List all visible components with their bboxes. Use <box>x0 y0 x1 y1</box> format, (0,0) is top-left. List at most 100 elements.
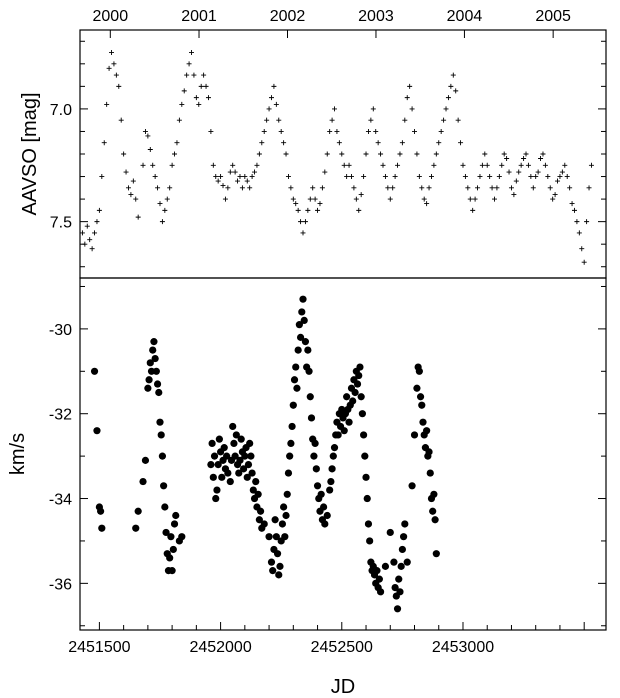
magnitude-point <box>142 128 148 134</box>
velocity-point <box>209 473 217 481</box>
magnitude-point <box>390 185 396 191</box>
velocity-point <box>178 533 186 541</box>
magnitude-point <box>470 207 476 213</box>
velocity-point <box>208 439 216 447</box>
velocity-point <box>283 490 291 498</box>
velocity-point <box>311 439 319 447</box>
magnitude-point <box>506 169 512 175</box>
magnitude-point <box>397 151 403 157</box>
magnitude-point <box>89 246 95 252</box>
velocity-point <box>364 520 373 528</box>
velocity-point <box>328 465 336 473</box>
top-year-tick-label: 2004 <box>447 8 483 25</box>
magnitude-point <box>116 83 122 89</box>
magnitude-point <box>176 117 182 123</box>
velocity-point <box>391 583 399 592</box>
velocity-point <box>363 494 371 503</box>
magnitude-point <box>312 196 318 202</box>
velocity-point <box>390 558 398 566</box>
magnitude-point <box>555 178 561 184</box>
velocity-point <box>306 393 314 401</box>
velocity-point <box>146 359 154 367</box>
velocity-point <box>310 452 318 460</box>
velocity-point <box>432 550 440 558</box>
bottom-panel-frame <box>79 277 607 631</box>
magnitude-point <box>336 140 342 146</box>
velocity-point <box>139 477 147 486</box>
magnitude-point <box>273 101 279 107</box>
top-panel-points <box>79 50 594 265</box>
velocity-point <box>351 388 359 397</box>
velocity-point <box>326 486 334 494</box>
velocity-point <box>343 393 351 401</box>
velocity-point <box>214 461 222 469</box>
velocity-point <box>278 520 287 528</box>
magnitude-point <box>147 146 153 152</box>
velocity-point <box>395 575 403 583</box>
magnitude-point <box>487 174 493 180</box>
top-ytick-label: 7.5 <box>50 215 72 232</box>
magnitude-point <box>96 207 102 213</box>
magnitude-point <box>84 223 90 229</box>
magnitude-point <box>317 201 323 207</box>
velocity-point <box>307 414 316 422</box>
velocity-point <box>393 605 402 613</box>
magnitude-point <box>552 192 558 198</box>
velocity-point <box>423 427 431 435</box>
top-year-tick-label: 2002 <box>270 8 306 25</box>
magnitude-point <box>399 140 405 146</box>
velocity-point <box>312 465 320 473</box>
magnitude-point <box>477 174 483 180</box>
velocity-point <box>353 380 362 388</box>
magnitude-point <box>145 133 151 139</box>
magnitude-point <box>113 72 119 78</box>
velocity-point <box>213 486 221 494</box>
magnitude-point <box>433 151 439 157</box>
magnitude-point <box>453 88 459 94</box>
velocity-point <box>419 418 427 426</box>
top-year-tick-label: 2005 <box>535 8 571 25</box>
magnitude-point <box>128 192 134 198</box>
magnitude-point <box>268 95 274 101</box>
magnitude-point <box>467 196 473 202</box>
magnitude-point <box>179 101 185 107</box>
magnitude-point <box>203 83 209 89</box>
magnitude-point <box>135 214 141 220</box>
magnitude-point <box>220 183 226 189</box>
magnitude-point <box>324 151 330 157</box>
magnitude-point <box>191 72 197 78</box>
magnitude-point <box>121 151 127 157</box>
velocity-point <box>294 346 302 354</box>
magnitude-point <box>205 95 211 101</box>
velocity-point <box>240 465 248 473</box>
magnitude-point <box>167 185 173 191</box>
velocity-point <box>156 418 164 426</box>
velocity-point <box>293 384 301 392</box>
velocity-point <box>340 427 348 435</box>
top-year-tick-label: 2001 <box>181 8 217 25</box>
magnitude-point <box>249 174 255 180</box>
magnitude-point <box>184 72 190 78</box>
velocity-point <box>273 550 282 558</box>
magnitude-point <box>569 201 575 207</box>
velocity-point <box>327 477 335 486</box>
magnitude-point <box>407 83 413 89</box>
velocity-point <box>366 537 374 545</box>
magnitude-point <box>222 196 228 202</box>
magnitude-point <box>426 185 432 191</box>
velocity-point <box>212 494 220 503</box>
magnitude-point <box>511 192 517 198</box>
velocity-point <box>168 567 176 575</box>
magnitude-point <box>341 162 347 168</box>
velocity-point <box>305 367 313 375</box>
magnitude-point <box>201 72 207 78</box>
magnitude-point <box>382 174 388 180</box>
magnitude-point <box>157 201 163 207</box>
velocity-point <box>132 524 140 532</box>
velocity-point <box>349 397 357 405</box>
velocity-point <box>296 333 305 341</box>
magnitude-point <box>322 169 328 175</box>
bottom-xtick-label: 2451500 <box>68 639 130 656</box>
magnitude-point <box>256 151 262 157</box>
velocity-point <box>323 511 331 520</box>
